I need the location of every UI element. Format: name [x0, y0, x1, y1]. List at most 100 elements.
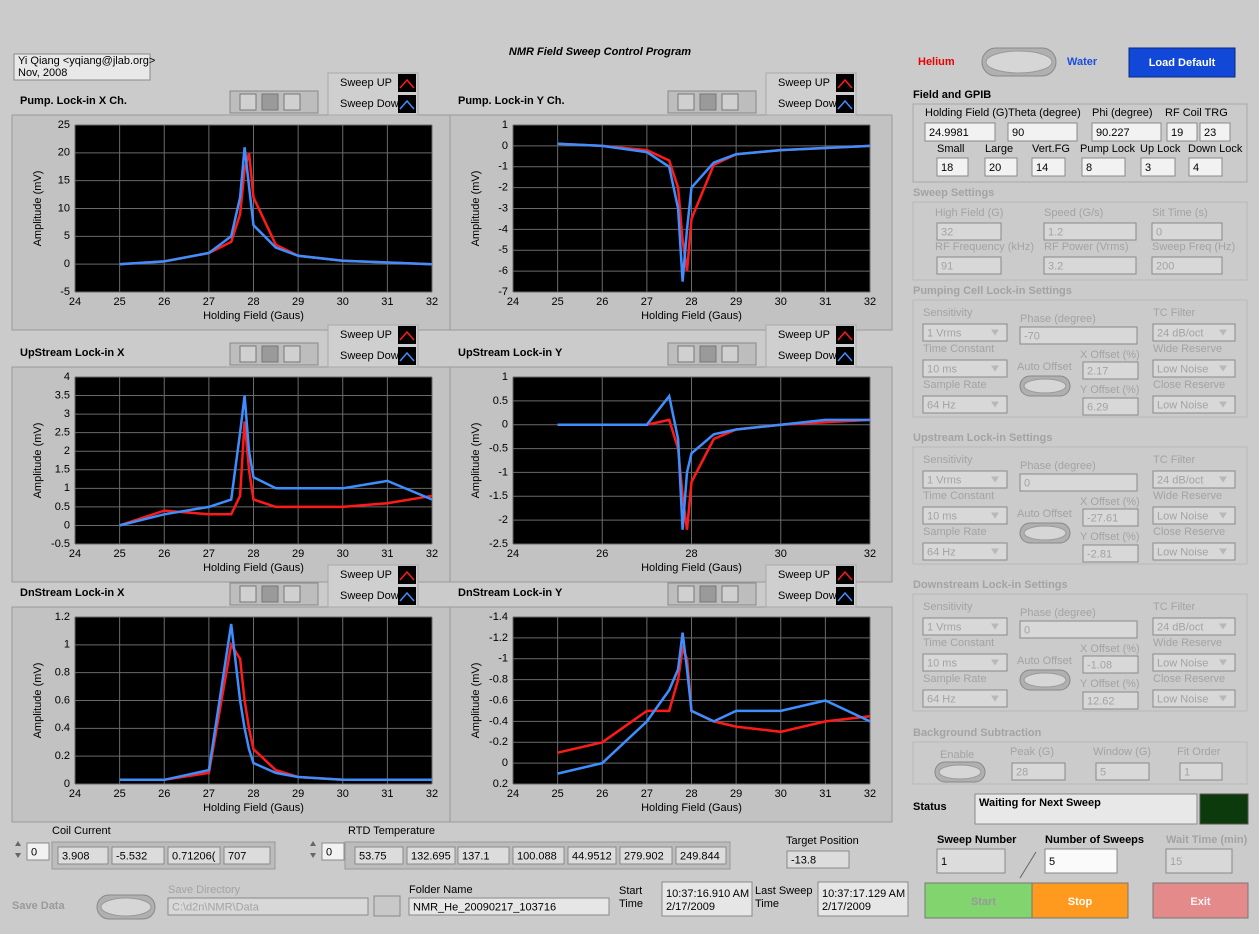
tool-icon[interactable] — [261, 585, 279, 603]
y-tick-label: -0.5 — [51, 538, 70, 550]
field-box[interactable] — [984, 157, 1018, 177]
tool-icon[interactable] — [677, 345, 695, 363]
load-default-button[interactable] — [1128, 47, 1236, 78]
tool-icon[interactable] — [261, 93, 279, 111]
field-value: 200 — [1156, 260, 1174, 272]
tool-icon[interactable] — [677, 93, 695, 111]
tool-icon[interactable] — [721, 345, 739, 363]
field-value: 64 Hz — [927, 693, 956, 705]
tool-icon[interactable] — [283, 93, 301, 111]
button[interactable] — [1031, 882, 1129, 919]
tool-icon[interactable] — [261, 345, 279, 363]
spinner[interactable] — [310, 841, 316, 858]
field-box — [1179, 762, 1223, 781]
field-value: C:\d2n\NMR\Data — [172, 901, 260, 913]
y-tick-label: -2 — [498, 182, 508, 194]
legend-label: Sweep UP — [778, 77, 830, 89]
button[interactable] — [1152, 882, 1249, 919]
field-value: 0 — [1024, 624, 1030, 636]
y-tick-label: -1.2 — [489, 632, 508, 644]
field-value: Low Noise — [1157, 363, 1208, 375]
field-box[interactable] — [1044, 848, 1118, 874]
legend-line — [399, 591, 415, 602]
field-box — [1019, 620, 1138, 639]
y-tick-label: 2.5 — [55, 427, 70, 439]
field-box[interactable] — [1007, 122, 1078, 142]
y-tick-label: 15 — [58, 175, 70, 187]
y-tick-label: 0 — [502, 140, 508, 152]
y-tick-label: 10 — [58, 202, 70, 214]
field-value: 1 Vrms — [927, 621, 962, 633]
field-box[interactable] — [1166, 122, 1198, 142]
tool-icon[interactable] — [699, 585, 717, 603]
field-value: 44.9512 — [572, 850, 612, 862]
field-box[interactable] — [1091, 122, 1162, 142]
tool-icon[interactable] — [721, 93, 739, 111]
field-value: 19 — [1171, 127, 1183, 139]
field-box[interactable] — [26, 842, 50, 861]
field-label: X Offset (%) — [1080, 496, 1140, 508]
x-tick-label: 26 — [158, 548, 170, 560]
field-box[interactable] — [321, 842, 345, 861]
field-box — [354, 846, 404, 865]
legend-swatch — [836, 74, 854, 92]
tool-icon[interactable] — [677, 585, 695, 603]
field-value: 24.9981 — [929, 127, 969, 139]
x-tick-label: 28 — [685, 296, 697, 308]
field-label: Time — [619, 898, 643, 910]
legend-line — [837, 591, 853, 602]
y-tick-label: 2 — [64, 445, 70, 457]
folder-button[interactable] — [373, 895, 401, 917]
dropdown-arrow — [991, 623, 999, 630]
time-value: 2/17/2009 — [822, 901, 871, 913]
y-tick-label: 1.2 — [55, 611, 70, 623]
x-tick-label: 30 — [775, 296, 787, 308]
y-tick-label: 0 — [64, 258, 70, 270]
tool-icon[interactable] — [239, 345, 257, 363]
time-value: 10:37:17.129 AM — [822, 888, 905, 900]
auto-offset-label: Auto Offset — [1017, 655, 1072, 667]
field-box[interactable] — [1081, 157, 1126, 177]
graph-title: Pump. Lock-in X Ch. — [20, 95, 127, 107]
y-tick-label: 0.2 — [493, 778, 508, 790]
tool-icon[interactable] — [239, 585, 257, 603]
field-label: Sensitivity — [923, 307, 973, 319]
tool-icon[interactable] — [283, 585, 301, 603]
field-box[interactable] — [924, 122, 996, 142]
field-box[interactable] — [1188, 157, 1223, 177]
legend-line — [837, 99, 853, 110]
tool-icon[interactable] — [283, 345, 301, 363]
button[interactable] — [924, 882, 1043, 919]
x-tick-label: 24 — [69, 788, 81, 800]
field-box[interactable] — [1140, 157, 1176, 177]
tool-icon[interactable] — [699, 345, 717, 363]
field-box — [223, 846, 271, 865]
y-tick-label: 4 — [64, 371, 70, 383]
spinner[interactable] — [15, 841, 21, 858]
tool-icon[interactable] — [699, 93, 717, 111]
field-value: -70 — [1024, 330, 1040, 342]
tool-icon[interactable] — [721, 585, 739, 603]
legend-label: Sweep Down — [778, 590, 843, 602]
field-value: 137.1 — [462, 850, 490, 862]
field-value: Low Noise — [1157, 510, 1208, 522]
field-value: 24 dB/oct — [1157, 327, 1203, 339]
y-tick-label: -5 — [498, 244, 508, 256]
y-axis-label: Amplitude (mV) — [470, 171, 482, 247]
y-tick-label: 0.6 — [55, 694, 70, 706]
field-label: Window (G) — [1093, 746, 1151, 758]
y-tick-label: -1 — [498, 161, 508, 173]
x-tick-label: 30 — [775, 548, 787, 560]
field-value: Low Noise — [1157, 399, 1208, 411]
x-tick-label: 32 — [426, 788, 438, 800]
field-box[interactable] — [1199, 122, 1231, 142]
tool-icon[interactable] — [239, 93, 257, 111]
field-label: Large — [985, 143, 1013, 155]
field-value: 53.75 — [359, 850, 387, 862]
section-title: Field and GPIB — [913, 89, 991, 101]
field-box[interactable] — [936, 157, 969, 177]
field-value: -5.532 — [116, 850, 147, 862]
field-box[interactable] — [1031, 157, 1066, 177]
field-label: Close Reserve — [1153, 526, 1225, 538]
x-tick-label: 30 — [775, 788, 787, 800]
